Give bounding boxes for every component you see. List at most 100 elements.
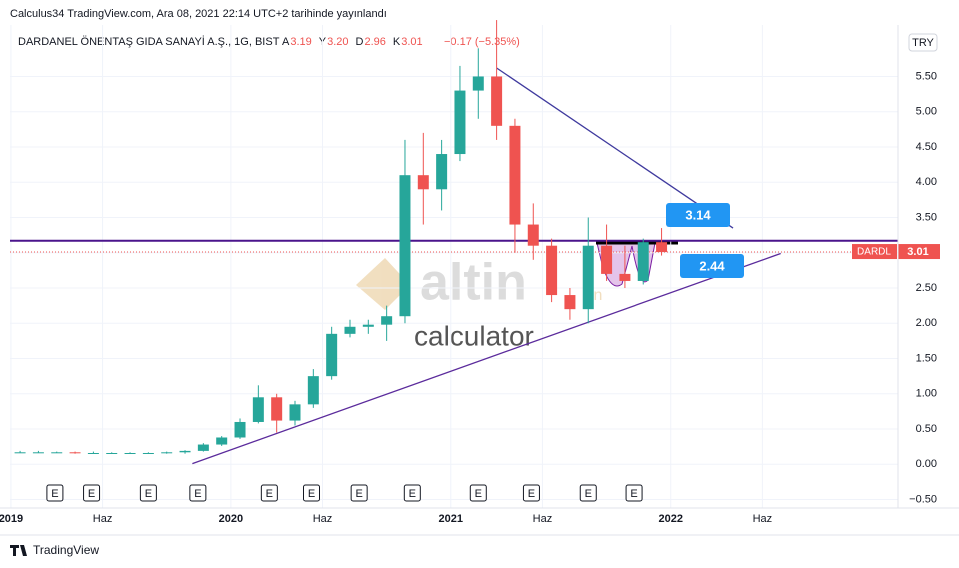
trendline [496,67,734,229]
change: −0.17 (−5.35%) [444,36,520,48]
y-tick-label: 4.00 [916,176,937,188]
ohlc-value: 3.20 [327,36,348,48]
event-marker[interactable] [522,484,540,502]
event-label[interactable]: E [585,488,592,500]
event-marker[interactable] [350,484,368,502]
callout-label: 2.44 [699,258,725,273]
event-label[interactable]: E [355,488,362,500]
candle-body [436,154,448,190]
candle-body [326,333,338,377]
trendline [192,252,781,465]
x-tick-label: Haz [753,513,773,525]
watermark: altin in [356,254,602,312]
y-tick-label: 0.50 [916,423,937,435]
candle-body [69,452,81,454]
event-marker[interactable] [579,484,597,502]
candle-body [106,453,118,455]
event-marker[interactable] [46,484,64,502]
ohlc-key: K [393,36,401,48]
candle-body [216,437,228,445]
candle-body [51,452,63,454]
event-label[interactable]: E [308,488,315,500]
x-tick-label: Haz [533,513,553,525]
candle-body [399,175,411,317]
candle-body [582,245,594,310]
y-tick-label: 2.50 [916,282,937,294]
y-tick-label: 4.50 [916,141,937,153]
candle-body [271,397,283,421]
candle-body [179,450,191,453]
callout-label: 3.14 [685,207,711,222]
candle-body [454,90,466,155]
watermark-brand: altin [420,254,527,312]
y-tick-label: 3.50 [916,211,937,223]
event-label[interactable]: E [630,488,637,500]
price-tag-name: DARDL [857,247,891,258]
event-marker[interactable] [139,484,157,502]
ohlc-value: 3.19 [290,36,311,48]
candle-body [197,444,209,451]
candle-body [142,453,154,455]
event-marker[interactable] [189,484,207,502]
candle-body [87,453,99,455]
event-label[interactable]: E [266,488,273,500]
x-tick-label: 2019 [0,513,23,525]
candle-body [344,326,356,334]
candle-body [124,453,136,455]
candle-body [601,245,613,274]
candle-body [564,295,576,310]
event-marker[interactable] [302,484,320,502]
candle-body [32,452,44,454]
candle-body [417,175,429,190]
event-marker[interactable] [260,484,278,502]
y-tick-label: 2.00 [916,317,937,329]
event-label[interactable]: E [528,488,535,500]
price-tag-bg [898,244,940,260]
candle-body [637,242,649,281]
currency-box[interactable] [908,33,938,52]
price-tag-name-bg [852,244,897,260]
candle-body [656,242,668,253]
x-tick-label: 2021 [439,513,463,525]
watermark-sub: calculator [414,320,534,351]
candle-body [381,316,393,325]
event-marker[interactable] [403,484,421,502]
ohlc-key: D [356,36,364,48]
event-label[interactable]: E [409,488,416,500]
y-tick-label: −0.50 [909,493,937,505]
candle-body [252,397,264,422]
callout-box [666,203,730,227]
x-tick-label: 2022 [658,513,682,525]
event-marker[interactable] [83,484,101,502]
candle-body [472,76,484,91]
candle-body [527,224,539,246]
publisher: Calculus34 TradingView.com, Ara 08, 2021… [10,8,387,20]
event-label[interactable]: E [194,488,201,500]
ohlc-value: 3.01 [401,36,422,48]
candle-body [619,273,631,281]
candle-body [491,76,503,126]
candle-body [362,324,374,327]
price-tag: 3.01 [907,246,928,258]
x-tick-label: Haz [93,513,113,525]
event-marker[interactable] [625,484,643,502]
event-label[interactable]: E [145,488,152,500]
event-label[interactable]: E [88,488,95,500]
watermark-logo [356,258,410,310]
candle-body [234,421,246,438]
event-label[interactable]: E [51,488,58,500]
candle-body [289,404,301,421]
ohlc-value: 2.96 [364,36,385,48]
y-tick-label: 0.00 [916,458,937,470]
event-label[interactable]: E [475,488,482,500]
footer-logo [10,545,27,556]
candle-body [307,376,319,405]
candle-body [509,125,521,225]
footer: TradingView [33,543,99,557]
x-tick-label: 2020 [219,513,243,525]
currency[interactable]: TRY [912,37,934,49]
event-marker[interactable] [469,484,487,502]
ohlc-key: A [282,36,290,48]
